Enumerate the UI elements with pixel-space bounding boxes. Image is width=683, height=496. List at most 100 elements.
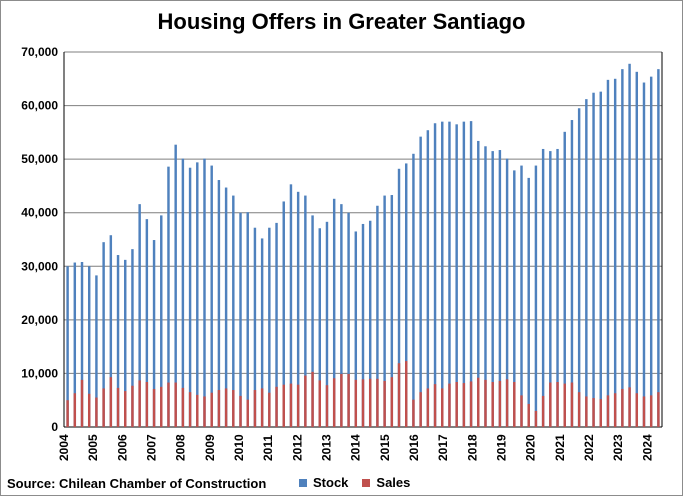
stock-bar: [332, 198, 336, 427]
stock-bar: [354, 231, 358, 427]
sales-bar: [174, 382, 177, 427]
legend-label-sales: Sales: [376, 475, 411, 490]
legend-item-stock: Stock: [299, 475, 348, 490]
sales-bar: [311, 371, 314, 427]
stock-bar: [289, 184, 293, 427]
sales-bar: [224, 388, 228, 427]
stock-bar: [477, 140, 480, 427]
sales-bar: [642, 396, 646, 427]
sales-bar: [405, 361, 408, 427]
y-tick-label: 70,000: [21, 45, 58, 59]
stock-bar: [426, 130, 430, 427]
sales-bar: [570, 382, 574, 427]
stock-bar: [606, 79, 610, 427]
stock-bar: [318, 228, 321, 427]
sales-bar: [469, 381, 473, 427]
stock-bar: [260, 238, 264, 427]
stock-bar: [577, 108, 581, 427]
x-tick-label: 2015: [378, 434, 392, 461]
x-tick-label: 2020: [524, 434, 538, 461]
x-tick-label: 2016: [407, 434, 421, 461]
sales-bar: [534, 410, 538, 427]
stock-bar: [441, 121, 444, 428]
stock-bar: [513, 170, 516, 427]
sales-bar: [541, 395, 545, 427]
x-tick-label: 2014: [349, 434, 363, 461]
stock-bar: [239, 212, 242, 427]
stock-bar: [340, 204, 343, 427]
stock-bar: [397, 168, 401, 428]
stock-bar: [390, 195, 394, 427]
stock-bar: [412, 153, 415, 428]
sales-bar: [628, 387, 631, 427]
x-tick-label: 2024: [640, 434, 654, 461]
x-tick-label: 2005: [86, 434, 100, 461]
stock-bar: [383, 195, 386, 427]
sales-bar: [448, 383, 451, 427]
sales-bar: [484, 379, 487, 427]
sales-bar: [210, 392, 213, 427]
stock-bar: [433, 123, 437, 427]
sales-bar: [167, 382, 170, 427]
x-tick-label: 2008: [174, 434, 188, 461]
sales-bar: [462, 383, 466, 427]
sales-bar: [606, 395, 610, 427]
sales-bar: [513, 382, 516, 427]
sales-bar: [152, 388, 156, 427]
stock-bar: [556, 148, 559, 427]
sales-bar: [260, 388, 264, 427]
sales-bar: [649, 395, 653, 427]
stock-bar: [541, 148, 545, 427]
stock-bar: [585, 99, 588, 428]
sales-bar: [109, 377, 113, 427]
sales-bar: [196, 394, 199, 427]
x-tick-label: 2010: [232, 434, 246, 461]
sales-bar: [239, 395, 242, 427]
x-tick-label: 2023: [611, 434, 625, 461]
sales-bar: [217, 390, 221, 427]
sales-bar: [549, 382, 552, 427]
stock-bar: [419, 136, 422, 427]
stock-bar: [203, 158, 206, 427]
sales-bar: [563, 383, 566, 427]
sales-bar: [592, 398, 595, 427]
sales-bar: [160, 386, 163, 427]
x-tick-label: 2018: [465, 434, 479, 461]
stock-bar: [80, 262, 84, 427]
sales-bar: [433, 384, 437, 427]
sales-bar: [419, 392, 422, 427]
legend: Stock Sales: [299, 475, 424, 490]
stock-bar: [73, 262, 77, 427]
stock-bar: [95, 275, 98, 427]
y-tick-label: 10,000: [21, 366, 58, 380]
sales-bar: [455, 382, 458, 427]
stock-bar: [217, 180, 221, 427]
y-tick-label: 20,000: [21, 313, 58, 327]
stock-bar: [311, 215, 314, 427]
sales-bar: [498, 380, 502, 427]
sales-bar: [138, 380, 141, 427]
sales-bar: [131, 385, 134, 427]
sales-bar: [66, 400, 69, 427]
legend-item-sales: Sales: [362, 475, 410, 490]
stock-bar: [131, 249, 134, 427]
sales-bar: [556, 382, 559, 427]
sales-bar: [354, 379, 358, 427]
x-tick-label: 2009: [203, 434, 217, 461]
stock-bar: [304, 195, 307, 427]
stock-bar: [138, 204, 141, 427]
y-tick-label: 40,000: [21, 206, 58, 220]
sales-bar: [188, 392, 192, 427]
stock-bar: [145, 219, 149, 427]
stock-bar: [275, 222, 278, 427]
stock-bar: [347, 212, 350, 427]
stock-bar: [116, 255, 120, 427]
stock-bar: [534, 165, 538, 428]
stock-bar: [102, 242, 105, 427]
stock-bar: [592, 92, 595, 427]
sales-bar: [325, 385, 329, 427]
x-tick-label: 2013: [320, 434, 334, 461]
stock-bar: [491, 151, 494, 427]
sales-bar: [95, 397, 98, 427]
